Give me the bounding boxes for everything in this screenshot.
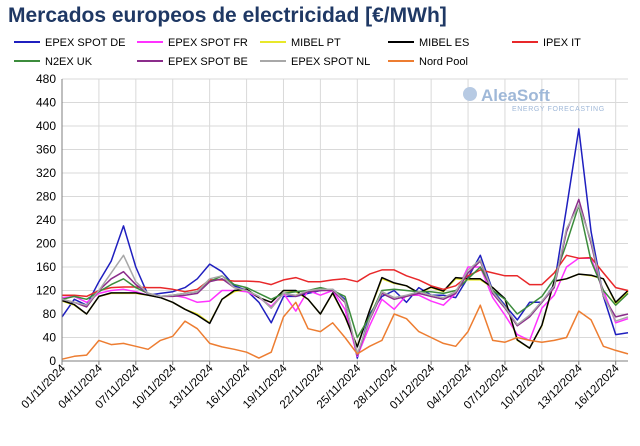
legend-label: EPEX SPOT NL bbox=[291, 56, 370, 68]
legend-item-mibel-pt: MIBEL PT bbox=[260, 37, 341, 49]
y-tick-label: 200 bbox=[36, 237, 56, 251]
y-tick-label: 40 bbox=[43, 331, 57, 345]
logo-name: AleaSoft bbox=[481, 86, 550, 105]
y-tick-label: 480 bbox=[36, 72, 56, 86]
legend-label: EPEX SPOT FR bbox=[168, 37, 248, 49]
legend-label: EPEX SPOT BE bbox=[168, 56, 248, 68]
legend-item-epex-spot-nl: EPEX SPOT NL bbox=[260, 56, 370, 68]
y-tick-label: 0 bbox=[49, 354, 56, 368]
legend-item-n2ex-uk: N2EX UK bbox=[14, 56, 93, 68]
y-tick-label: 440 bbox=[36, 96, 56, 110]
legend-item-epex-spot-de: EPEX SPOT DE bbox=[14, 37, 126, 49]
legend-label: N2EX UK bbox=[45, 56, 93, 68]
logo-icon bbox=[463, 87, 477, 101]
legend-label: IPEX IT bbox=[543, 37, 581, 49]
series-line-ipex-it bbox=[62, 254, 629, 298]
legend-label: EPEX SPOT DE bbox=[45, 37, 126, 49]
legend-item-epex-spot-fr: EPEX SPOT FR bbox=[137, 37, 248, 49]
series-line-epex-spot-be bbox=[61, 198, 629, 356]
aleasoft-logo: AleaSoft ENERGY FORECASTING bbox=[463, 86, 605, 113]
y-tick-label: 80 bbox=[43, 307, 57, 321]
legend-item-ipex-it: IPEX IT bbox=[512, 37, 581, 49]
legend-item-nord-pool: Nord Pool bbox=[388, 56, 468, 68]
chart-title: Mercados europeos de electricidad [€/MWh… bbox=[8, 4, 447, 27]
y-tick-label: 280 bbox=[36, 190, 56, 204]
series-line-epex-spot-nl bbox=[61, 204, 629, 355]
y-tick-label: 240 bbox=[36, 213, 56, 227]
legend-item-mibel-es: MIBEL ES bbox=[388, 37, 469, 49]
legend: EPEX SPOT DE EPEX SPOT FR MIBEL PT MIBEL ES… bbox=[14, 37, 581, 68]
axes: 0408012016020024028032036040044048001/11… bbox=[20, 72, 628, 412]
legend-label: MIBEL ES bbox=[419, 37, 469, 49]
legend-label: Nord Pool bbox=[419, 56, 468, 68]
y-tick-label: 320 bbox=[36, 166, 56, 180]
series-lines bbox=[61, 128, 629, 360]
legend-label: MIBEL PT bbox=[291, 37, 341, 49]
y-tick-label: 400 bbox=[36, 119, 56, 133]
series-line-nord-pool bbox=[61, 301, 629, 360]
y-tick-label: 120 bbox=[36, 284, 56, 298]
legend-item-epex-spot-be: EPEX SPOT BE bbox=[137, 56, 248, 68]
y-tick-label: 160 bbox=[36, 260, 56, 274]
logo-subtitle: ENERGY FORECASTING bbox=[512, 106, 605, 113]
y-tick-label: 360 bbox=[36, 143, 56, 157]
